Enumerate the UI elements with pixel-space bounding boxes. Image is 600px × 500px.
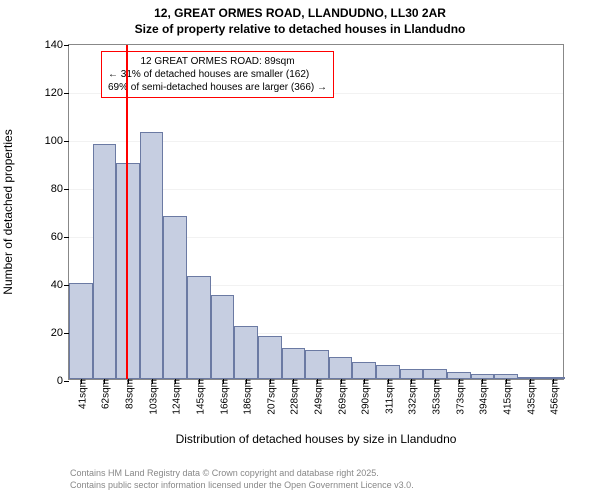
xtick-label: 186sqm	[239, 379, 254, 415]
histogram-bar	[69, 283, 93, 379]
xtick-label: 124sqm	[168, 379, 183, 415]
ytick-mark	[64, 189, 69, 190]
xtick-label: 394sqm	[475, 379, 490, 415]
ytick-mark	[64, 45, 69, 46]
x-axis-label: Distribution of detached houses by size …	[68, 432, 564, 446]
histogram-bar	[376, 365, 400, 379]
histogram-bar	[282, 348, 306, 379]
annotation-line2: ← 31% of detached houses are smaller (16…	[108, 68, 327, 81]
histogram-bar	[447, 372, 471, 379]
reference-annotation: 12 GREAT ORMES ROAD: 89sqm ← 31% of deta…	[101, 51, 334, 98]
xtick-label: 145sqm	[191, 379, 206, 415]
histogram-bar	[163, 216, 187, 379]
plot-area: 02040608010012014041sqm62sqm83sqm103sqm1…	[68, 44, 564, 380]
histogram-bar	[187, 276, 211, 379]
xtick-label: 103sqm	[144, 379, 159, 415]
histogram-bar	[423, 369, 447, 379]
annotation-line1: 12 GREAT ORMES ROAD: 89sqm	[108, 55, 327, 68]
histogram-bar	[234, 326, 258, 379]
histogram-bar	[140, 132, 164, 379]
credit-line1: Contains HM Land Registry data © Crown c…	[70, 468, 414, 480]
histogram-bar	[211, 295, 235, 379]
xtick-label: 332sqm	[404, 379, 419, 415]
histogram-bar	[116, 163, 140, 379]
xtick-label: 435sqm	[522, 379, 537, 415]
reference-marker-line	[126, 45, 128, 379]
xtick-label: 353sqm	[428, 379, 443, 415]
xtick-label: 207sqm	[262, 379, 277, 415]
histogram-bar	[93, 144, 117, 379]
credit-line2: Contains public sector information licen…	[70, 480, 414, 492]
y-axis-label: Number of detached properties	[1, 129, 15, 294]
xtick-label: 41sqm	[73, 379, 88, 409]
title-line2: Size of property relative to detached ho…	[0, 22, 600, 38]
title-line1: 12, GREAT ORMES ROAD, LLANDUDNO, LL30 2A…	[0, 6, 600, 22]
histogram-bar	[258, 336, 282, 379]
ytick-mark	[64, 141, 69, 142]
chart-title: 12, GREAT ORMES ROAD, LLANDUDNO, LL30 2A…	[0, 0, 600, 37]
xtick-label: 166sqm	[215, 379, 230, 415]
xtick-label: 373sqm	[451, 379, 466, 415]
ytick-mark	[64, 93, 69, 94]
ytick-mark	[64, 237, 69, 238]
xtick-label: 269sqm	[333, 379, 348, 415]
histogram-bar	[329, 357, 353, 379]
xtick-label: 290sqm	[357, 379, 372, 415]
xtick-label: 249sqm	[310, 379, 325, 415]
histogram-bar	[305, 350, 329, 379]
ytick-mark	[64, 381, 69, 382]
xtick-label: 83sqm	[121, 379, 136, 409]
xtick-label: 228sqm	[286, 379, 301, 415]
xtick-label: 62sqm	[97, 379, 112, 409]
xtick-label: 415sqm	[498, 379, 513, 415]
histogram-bar	[400, 369, 424, 379]
histogram-bar	[352, 362, 376, 379]
xtick-label: 456sqm	[546, 379, 561, 415]
credits: Contains HM Land Registry data © Crown c…	[70, 468, 414, 491]
xtick-label: 311sqm	[380, 379, 395, 414]
annotation-line3: 69% of semi-detached houses are larger (…	[108, 81, 327, 94]
